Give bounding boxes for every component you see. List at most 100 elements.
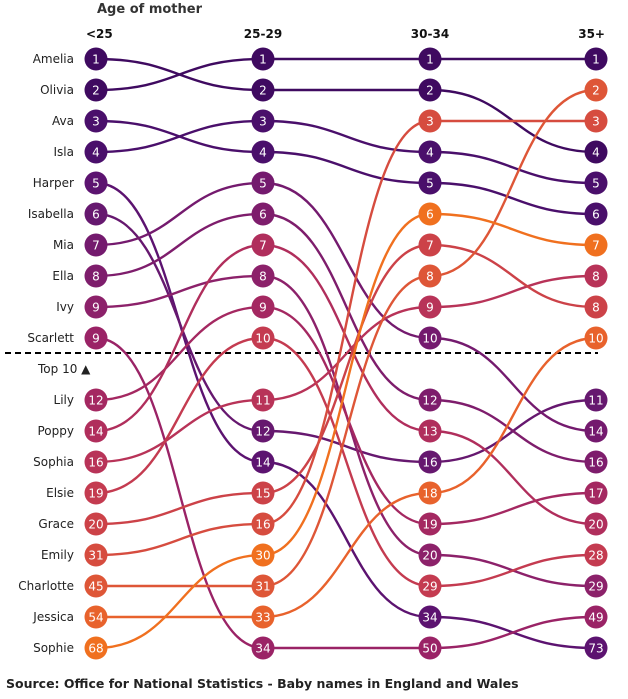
rank-marker: [418, 78, 442, 102]
series-line-isabella: [262, 429, 431, 464]
rank-marker: [251, 140, 275, 164]
rank-marker: [418, 295, 442, 319]
rank-label: 6: [426, 208, 434, 222]
rank-marker: [251, 450, 275, 474]
rank-marker: [584, 419, 608, 443]
rank-marker: [251, 512, 275, 536]
rank-marker: [418, 388, 442, 412]
rank-marker: [84, 47, 108, 71]
series-line-grace: [95, 491, 264, 526]
rank-label: 54: [88, 611, 103, 625]
series-line-isla: [429, 150, 597, 185]
series-line-mia: [429, 336, 597, 433]
rank-marker: [418, 233, 442, 257]
rank-label: 8: [92, 270, 100, 284]
rank-label: 4: [92, 146, 100, 160]
rank-marker: [84, 481, 108, 505]
series-line-ava: [429, 181, 597, 216]
series-line-sophia: [429, 274, 597, 309]
column-header: 35+: [578, 27, 605, 41]
rank-label: 12: [88, 394, 103, 408]
rank-label: 1: [92, 53, 100, 67]
rank-label: 3: [92, 115, 100, 129]
rank-label: 4: [426, 146, 434, 160]
rank-marker: [418, 419, 442, 443]
series-line-lily: [95, 305, 264, 402]
series-line-ava: [262, 150, 431, 185]
rank-label: 6: [259, 208, 267, 222]
series-line-elsie: [429, 553, 597, 588]
series-line-emily: [262, 119, 431, 526]
rank-marker: [84, 388, 108, 412]
rank-marker: [251, 605, 275, 629]
series-line-sophie: [95, 553, 264, 650]
rank-label: 34: [422, 611, 437, 625]
series-line-poppy: [95, 243, 264, 433]
rank-label: 73: [588, 642, 603, 656]
series-line-jessica: [262, 491, 431, 619]
series-line-scarlett: [95, 336, 264, 650]
rank-label: 19: [88, 487, 103, 501]
rank-label: 16: [255, 518, 270, 532]
rank-marker: [84, 109, 108, 133]
rank-label: 9: [259, 301, 267, 315]
rank-label: 5: [426, 177, 434, 191]
rank-marker: [584, 202, 608, 226]
series-line-lily: [262, 305, 431, 526]
rank-marker: [418, 326, 442, 350]
name-label: Isla: [54, 145, 74, 159]
rank-marker: [584, 78, 608, 102]
name-label: Lily: [54, 393, 74, 407]
series-line-sophie: [262, 212, 431, 557]
rank-label: 34: [255, 642, 270, 656]
rank-marker: [418, 543, 442, 567]
chart-title: Age of mother: [97, 2, 202, 17]
rank-marker: [84, 605, 108, 629]
name-label: Grace: [38, 517, 74, 531]
rank-label: 45: [88, 580, 103, 594]
name-label: Olivia: [40, 83, 74, 97]
name-label: Charlotte: [18, 579, 74, 593]
column-header: 30-34: [411, 27, 449, 41]
rank-marker: [584, 264, 608, 288]
rank-marker: [84, 636, 108, 660]
rank-label: 16: [422, 456, 437, 470]
rank-label: 30: [255, 549, 270, 563]
series-line-mia: [262, 181, 431, 340]
rank-label: 5: [592, 177, 600, 191]
rank-label: 8: [592, 270, 600, 284]
rank-label: 14: [588, 425, 603, 439]
rank-marker: [251, 171, 275, 195]
name-label: Emily: [41, 548, 74, 562]
rank-marker: [251, 109, 275, 133]
rank-label: 1: [592, 53, 600, 67]
rank-marker: [251, 202, 275, 226]
series-line-olivia: [95, 57, 264, 92]
rank-marker: [251, 78, 275, 102]
rank-label: 20: [422, 549, 437, 563]
rank-label: 9: [426, 301, 434, 315]
rank-label: 4: [592, 146, 600, 160]
rank-label: 4: [259, 146, 267, 160]
rank-label: 2: [259, 84, 267, 98]
rank-label: 10: [422, 332, 437, 346]
name-label: Mia: [53, 238, 74, 252]
series-line-isabella: [95, 212, 264, 433]
rank-marker: [418, 109, 442, 133]
rank-label: 12: [422, 394, 437, 408]
rank-marker: [418, 574, 442, 598]
rank-label: 49: [588, 611, 603, 625]
rank-label: 5: [259, 177, 267, 191]
rank-marker: [418, 450, 442, 474]
rank-marker: [84, 202, 108, 226]
top-10-label: Top 10 ▲: [37, 362, 91, 376]
name-label: Amelia: [33, 52, 74, 66]
rank-marker: [418, 171, 442, 195]
rank-marker: [584, 171, 608, 195]
rank-marker: [84, 419, 108, 443]
rank-label: 9: [92, 332, 100, 346]
rank-label: 18: [422, 487, 437, 501]
rank-label: 2: [426, 84, 434, 98]
rank-marker: [84, 233, 108, 257]
rank-marker: [251, 636, 275, 660]
